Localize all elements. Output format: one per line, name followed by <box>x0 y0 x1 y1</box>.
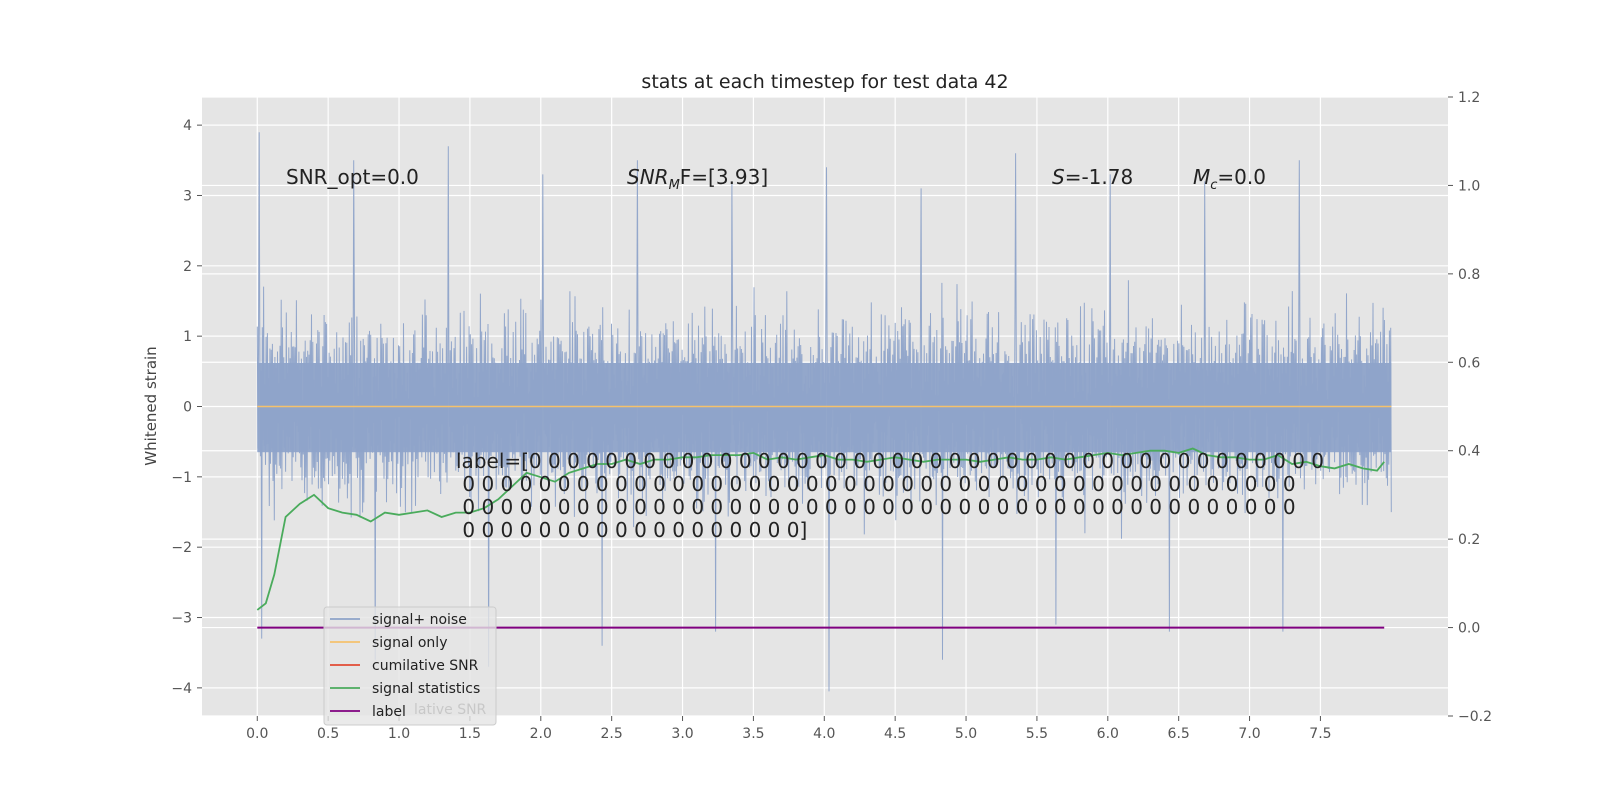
snr-mf-sub: M <box>669 178 680 193</box>
x-tick-label: 6.0 <box>1097 726 1119 742</box>
s-value: =-1.78 <box>1065 165 1134 189</box>
chart-title: stats at each timestep for test data 42 <box>641 71 1008 93</box>
y2-tick-label: 1.0 <box>1458 178 1480 194</box>
y2-tick-label: 0.8 <box>1458 267 1480 283</box>
x-tick-label: 3.5 <box>742 726 764 742</box>
y-tick-label: 3 <box>183 188 192 204</box>
y2-tick-label: 1.2 <box>1458 90 1480 106</box>
y-tick-label: 1 <box>183 329 192 345</box>
y2-tick-label: 0.0 <box>1458 621 1480 637</box>
y-tick-label: −1 <box>171 470 192 486</box>
y-tick-label: −4 <box>171 681 192 697</box>
legend-items: signal+ noise signal only cumilative SNR si… <box>330 612 480 720</box>
x-tick-label: 2.0 <box>530 726 552 742</box>
mc-base: M <box>1193 165 1210 189</box>
x-tick-label: 4.5 <box>884 726 906 742</box>
x-tick-label: 5.0 <box>955 726 977 742</box>
mc-value: =0.0 <box>1217 165 1266 189</box>
x-tick-label: 1.0 <box>388 726 410 742</box>
mc-sub: c <box>1210 178 1217 193</box>
annotation-snr-mf: SNRMF=[3.93] <box>627 165 768 193</box>
y2-tick-label: 0.6 <box>1458 355 1480 371</box>
legend-label: signal+ noise <box>372 612 467 628</box>
x-tick-label: 2.5 <box>601 726 623 742</box>
legend: lative SNR signal+ noise signal only cumil… <box>323 606 497 726</box>
label-line-3: 0 0 0 0 0 0 0 0 0 0 0 0 0 0 0 0 0 0 0 0 … <box>456 495 1296 519</box>
snr-mf-rest: F=[3.93] <box>680 165 768 189</box>
legend-label: signal only <box>372 635 447 651</box>
x-tick-label: 3.0 <box>671 726 693 742</box>
legend-ghost-text: lative SNR <box>414 702 487 718</box>
annotation-s: S=-1.78 <box>1052 165 1133 189</box>
annotation-mc: Mc=0.0 <box>1193 165 1266 193</box>
y-tick-label: 0 <box>183 400 192 416</box>
y-tick-label: −2 <box>171 540 192 556</box>
axes: 0.0 0.5 1.0 1.5 2.0 2.5 3.0 3.5 4.0 4.5 5.0 5.5 6.0 6… <box>171 90 1492 742</box>
y-tick-label: 2 <box>183 259 192 275</box>
x-tick-label: 4.0 <box>813 726 835 742</box>
label-line-1: label=[0 0 0 0 0 0 0 0 0 0 0 0 0 0 0 0 0… <box>456 449 1324 473</box>
annotation-label: label=[0 0 0 0 0 0 0 0 0 0 0 0 0 0 0 0 0… <box>456 449 1324 542</box>
label-line-2: 0 0 0 0 0 0 0 0 0 0 0 0 0 0 0 0 0 0 0 0 … <box>456 472 1296 496</box>
signal-noise-dense-band <box>257 362 1392 453</box>
x-tick-label: 1.5 <box>459 726 481 742</box>
x-tick-label: 5.5 <box>1026 726 1048 742</box>
label-line-4: 0 0 0 0 0 0 0 0 0 0 0 0 0 0 0 0 0 0] <box>456 518 807 542</box>
y2-tick-label: −0.2 <box>1458 709 1492 725</box>
snr-mf-base: SNR <box>627 165 669 189</box>
x-tick-label: 0.5 <box>317 726 339 742</box>
x-tick-label: 7.5 <box>1309 726 1331 742</box>
series-signal-noise <box>256 132 1392 692</box>
annotation-snr-opt: SNR_opt=0.0 <box>286 165 419 189</box>
y-axis-title: Whitened strain <box>142 346 160 465</box>
legend-label: cumilative SNR <box>372 658 479 674</box>
x-tick-label: 0.0 <box>246 726 268 742</box>
y-tick-label: −3 <box>171 611 192 627</box>
y2-tick-label: 0.4 <box>1458 444 1480 460</box>
signal-statistics-line <box>256 447 1385 611</box>
legend-box <box>323 606 497 726</box>
x-tick-label: 7.0 <box>1238 726 1260 742</box>
y-tick-label: 4 <box>183 118 192 134</box>
y2-tick-label: 0.2 <box>1458 532 1480 548</box>
legend-label: signal statistics <box>372 681 480 697</box>
s-italic: S <box>1052 165 1065 189</box>
x-tick-label: 6.5 <box>1168 726 1190 742</box>
legend-label: label <box>372 704 406 720</box>
series-signal-statistics <box>256 447 1385 611</box>
